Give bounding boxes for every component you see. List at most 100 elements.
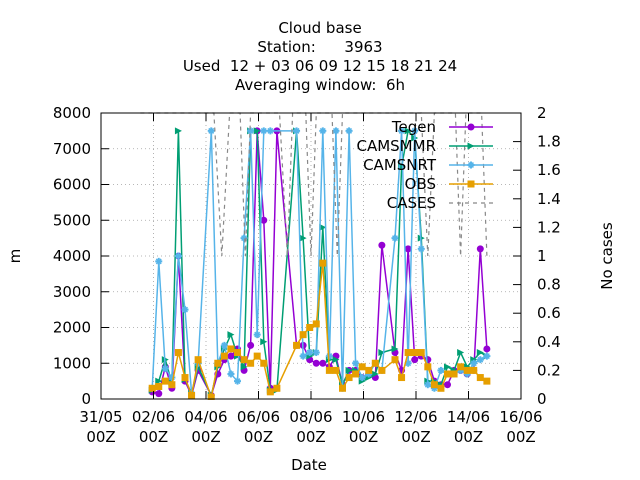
data-point-obs — [266, 388, 274, 396]
x-tick-label-hour: 00Z — [349, 428, 378, 446]
data-point-tegen — [411, 356, 419, 364]
data-point-camsnrt — [398, 127, 406, 135]
y2-tick-label: 1.8 — [537, 133, 561, 151]
data-point-camsmmr — [476, 349, 484, 357]
data-point-camsnrt — [437, 366, 445, 374]
data-point-camsmmr — [444, 363, 451, 371]
data-point-camsmmr — [332, 356, 340, 364]
data-point-camsnrt — [417, 245, 425, 253]
y-tick-label: 0 — [81, 390, 91, 408]
data-point-tegen — [247, 341, 255, 349]
data-point-obs — [247, 359, 255, 367]
data-point-obs — [325, 366, 333, 374]
data-point-obs — [470, 366, 478, 374]
data-point-tegen — [483, 345, 491, 353]
data-point-obs — [352, 370, 360, 378]
data-point-obs — [306, 324, 314, 331]
data-point-obs — [273, 384, 281, 392]
data-point-camsnrt — [483, 352, 491, 360]
data-point-obs — [424, 363, 432, 371]
data-point-camsnrt — [266, 127, 274, 135]
data-point-tegen — [312, 359, 320, 367]
data-point-obs — [240, 356, 248, 364]
data-point-tegen — [155, 390, 163, 398]
data-point-camsnrt — [332, 127, 340, 135]
data-point-camsnrt — [260, 127, 268, 135]
data-point-camsnrt — [345, 127, 353, 135]
y2-tick-label: 0.2 — [537, 361, 561, 379]
x-tick-label-date: 31/05 — [79, 408, 122, 426]
legend-marker — [467, 180, 475, 188]
data-point-tegen — [476, 245, 484, 253]
x-tick-label-date: 14/06 — [447, 408, 490, 426]
data-point-camsnrt — [299, 352, 307, 360]
data-point-camsmmr — [319, 223, 327, 231]
data-point-camsnrt — [227, 370, 235, 378]
data-point-camsmmr — [457, 349, 465, 357]
data-point-camsnrt — [174, 252, 182, 260]
plot-area — [140, 112, 491, 400]
data-point-camsnrt — [155, 257, 163, 265]
chart-title-line: Used 12 + 03 06 09 12 15 18 21 24 — [183, 57, 457, 75]
data-point-obs — [174, 349, 182, 357]
x-tick-label-date: 04/06 — [184, 408, 227, 426]
y-axis-label: m — [6, 249, 24, 264]
data-point-camsmmr — [227, 331, 235, 339]
x-tick-label-hour: 00Z — [454, 428, 483, 446]
data-point-obs — [319, 259, 327, 267]
x-tick-label-hour: 00Z — [244, 428, 273, 446]
data-point-camsmmr — [345, 366, 353, 374]
data-point-obs — [457, 363, 465, 371]
legend-marker — [467, 123, 475, 131]
data-point-camsnrt — [220, 341, 228, 349]
data-point-camsnrt — [207, 127, 215, 135]
y-tick-label: 4000 — [53, 247, 91, 265]
y2-axis-label: No cases — [598, 222, 616, 290]
y-tick-label: 5000 — [53, 211, 91, 229]
data-point-obs — [417, 349, 425, 357]
data-point-tegen — [260, 216, 268, 224]
data-point-camsmmr — [240, 363, 248, 371]
y2-tick-label: 0.6 — [537, 304, 561, 322]
data-point-camsnrt — [161, 365, 169, 373]
data-point-obs — [214, 359, 222, 367]
axis-labels: Date m No cases — [6, 222, 616, 474]
x-tick-label-hour: 00Z — [86, 428, 115, 446]
data-point-obs — [398, 374, 406, 382]
data-point-obs — [371, 359, 379, 367]
data-point-camsmmr — [404, 127, 412, 135]
data-point-camsnrt — [253, 331, 261, 339]
x-tick-label-date: 08/06 — [289, 408, 332, 426]
x-tick-label-hour: 00Z — [506, 428, 535, 446]
legend-label: CAMSMMR — [356, 137, 436, 155]
y2-tick-label: 0 — [537, 390, 547, 408]
y-tick-label: 8000 — [53, 104, 91, 122]
y-tick-label: 2000 — [53, 319, 91, 337]
x-tick-label-hour: 00Z — [139, 428, 168, 446]
axis-ticks: 0 1000 2000 3000 4000 5000 6000 7000 8000 0 0.2 0.4… — [53, 104, 561, 446]
data-point-camsmmr — [299, 234, 307, 242]
data-point-tegen — [378, 241, 386, 249]
chart-title-line: Station: 3963 — [257, 38, 382, 56]
data-point-obs — [404, 349, 412, 357]
x-tick-label-date: 12/06 — [394, 408, 437, 426]
data-point-tegen — [444, 381, 451, 389]
y-tick-label: 7000 — [53, 140, 91, 158]
data-point-camsnrt — [312, 349, 320, 357]
y-tick-label: 1000 — [53, 354, 91, 372]
data-point-obs — [444, 370, 451, 378]
x-tick-label-date: 10/06 — [342, 408, 385, 426]
legend-label: OBS — [405, 175, 436, 193]
chart-title-line: Averaging window: 6h — [235, 76, 405, 94]
data-point-camsnrt — [470, 359, 478, 367]
data-point-obs — [227, 345, 235, 353]
data-point-obs — [391, 356, 399, 364]
data-point-obs — [293, 341, 301, 349]
data-point-obs — [155, 382, 163, 390]
data-point-camsnrt — [181, 306, 189, 314]
x-tick-label-hour: 00Z — [191, 428, 220, 446]
data-point-obs — [476, 374, 484, 382]
x-tick-label-date: 06/06 — [237, 408, 280, 426]
legend-marker — [467, 161, 475, 169]
